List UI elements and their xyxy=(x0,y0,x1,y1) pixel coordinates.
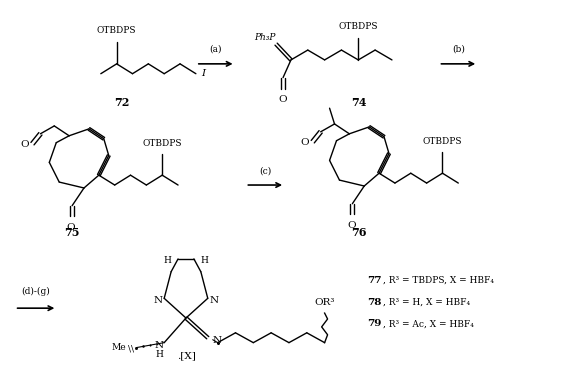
Text: Ph₃P: Ph₃P xyxy=(254,33,275,42)
Text: O: O xyxy=(347,221,356,230)
Text: \\: \\ xyxy=(128,344,135,353)
Text: , R³ = H, X = HBF₄: , R³ = H, X = HBF₄ xyxy=(383,298,470,307)
Text: OTBDPS: OTBDPS xyxy=(423,137,462,145)
Text: O: O xyxy=(300,138,309,147)
Text: N: N xyxy=(209,296,218,305)
Text: OTBDPS: OTBDPS xyxy=(142,139,182,148)
Text: Me: Me xyxy=(112,343,127,352)
Text: 75: 75 xyxy=(65,227,80,238)
Text: H: H xyxy=(155,350,163,359)
Text: H: H xyxy=(201,256,209,265)
Text: 74: 74 xyxy=(352,97,367,108)
Text: OTBDPS: OTBDPS xyxy=(97,26,136,35)
Text: (b): (b) xyxy=(452,45,465,54)
Text: I: I xyxy=(201,69,205,78)
Text: OR³: OR³ xyxy=(315,298,335,307)
Text: , R³ = Ac, X = HBF₄: , R³ = Ac, X = HBF₄ xyxy=(383,319,474,328)
Text: N: N xyxy=(155,341,164,350)
Text: 77: 77 xyxy=(367,276,381,285)
Text: 78: 78 xyxy=(367,298,381,307)
Text: O: O xyxy=(279,95,287,104)
Text: 76: 76 xyxy=(352,227,367,238)
Text: (c): (c) xyxy=(259,166,271,175)
Text: 79: 79 xyxy=(367,319,381,328)
Text: H: H xyxy=(163,256,171,265)
Text: (a): (a) xyxy=(210,45,222,54)
Text: .[X]: .[X] xyxy=(176,351,195,360)
Text: OTBDPS: OTBDPS xyxy=(339,22,378,31)
Text: O: O xyxy=(67,223,75,233)
Text: N: N xyxy=(154,296,163,305)
Text: (d)-(g): (d)-(g) xyxy=(21,287,50,296)
Text: O: O xyxy=(20,140,29,148)
Text: 72: 72 xyxy=(114,97,129,108)
Text: , R³ = TBDPS, X = HBF₄: , R³ = TBDPS, X = HBF₄ xyxy=(383,276,494,285)
Text: N: N xyxy=(213,336,222,345)
